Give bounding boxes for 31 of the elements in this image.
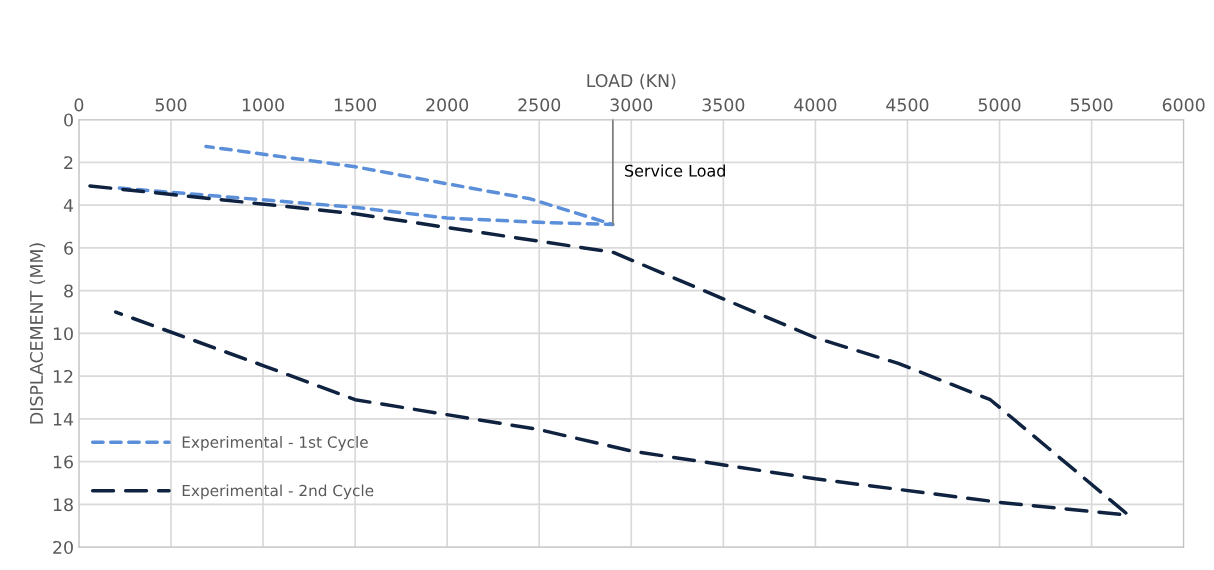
- x-tick-label: 2000: [426, 98, 469, 112]
- x-tick-label: 2500: [518, 98, 561, 112]
- x-tick-label: 500: [155, 98, 187, 112]
- y-tick-label: 8: [64, 284, 73, 298]
- x-tick-label: 5500: [1070, 98, 1113, 112]
- y-axis-title: DISPLACEMENT (MM): [29, 243, 46, 424]
- y-tick-label: 4: [63, 199, 74, 212]
- legend-label: Experimental - 2nd Cycle: [182, 484, 374, 500]
- x-tick-label: 3500: [702, 98, 745, 112]
- y-tick-label: 10: [53, 327, 73, 341]
- x-axis-title: LOAD (KN): [587, 73, 676, 90]
- x-tick-label: 5000: [978, 98, 1021, 112]
- annotation: Service Load: [625, 164, 725, 177]
- y-tick-label: 2: [64, 156, 73, 170]
- line-series: [88, 184, 1131, 517]
- y-tick-label: 20: [53, 540, 73, 555]
- x-tick-label: 4000: [794, 98, 837, 112]
- x-tick-label: 1500: [334, 98, 377, 112]
- legend-label: Experimental - 1st Cycle: [182, 436, 368, 451]
- y-tick-label: 0: [64, 113, 73, 127]
- y-tick-label: 12: [53, 369, 73, 383]
- x-tick-label: 1000: [242, 98, 284, 112]
- x-tick-label: 3000: [610, 98, 653, 112]
- y-tick-label: 14: [53, 412, 74, 426]
- y-tick-label: 18: [53, 498, 73, 512]
- y-tick-label: 16: [53, 455, 73, 469]
- x-tick-label: 6000: [1162, 98, 1205, 112]
- y-tick-label: 6: [64, 241, 73, 255]
- line-series: [117, 144, 615, 227]
- x-tick-label: 4500: [886, 98, 929, 112]
- x-tick-label: 0: [74, 98, 84, 112]
